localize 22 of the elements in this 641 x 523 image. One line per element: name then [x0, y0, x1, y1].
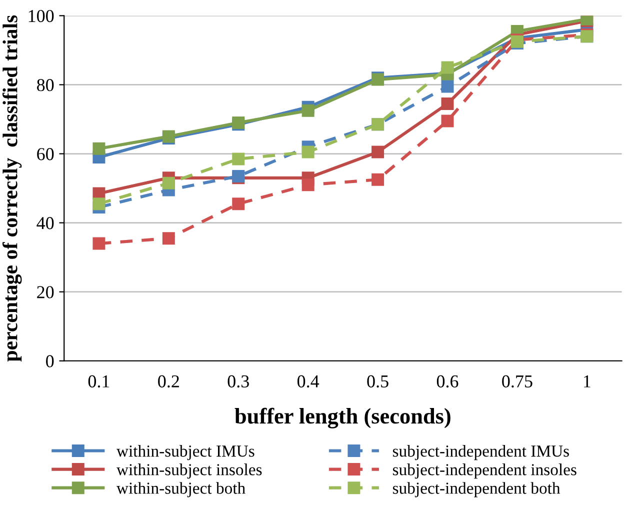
legend-label: within-subject both — [116, 482, 246, 498]
y-axis-title: percentage of correctly classified trials — [2, 15, 22, 362]
y-tick-label: 80 — [37, 78, 54, 92]
y-tick-label: 0 — [46, 355, 54, 368]
x-tick-label: 0.4 — [297, 375, 320, 388]
x-tick-label: 0.1 — [88, 375, 110, 388]
y-tick-label: 20 — [37, 286, 54, 298]
y-tick-label: 40 — [36, 217, 54, 230]
legend-label: within-subject IMUs — [116, 445, 254, 460]
x-tick-label: 0.2 — [158, 375, 179, 388]
legend-label: subject-independent IMUs — [392, 445, 569, 460]
y-tick-label: 100 — [28, 10, 54, 22]
x-tick-label: 0.75 — [502, 375, 532, 388]
x-tick-label: 0.5 — [367, 375, 388, 388]
x-tick-label: 0.6 — [436, 375, 458, 388]
x-axis-title: buffer length (seconds) — [234, 408, 450, 428]
x-tick-label: 1 — [584, 375, 590, 388]
legend-label: subject-independent both — [392, 482, 560, 498]
legend-label: subject-independent insoles — [392, 464, 576, 479]
legend-label: within-subject insoles — [116, 464, 262, 479]
x-tick-label: 0.3 — [228, 375, 249, 388]
y-tick-label: 60 — [37, 148, 54, 160]
